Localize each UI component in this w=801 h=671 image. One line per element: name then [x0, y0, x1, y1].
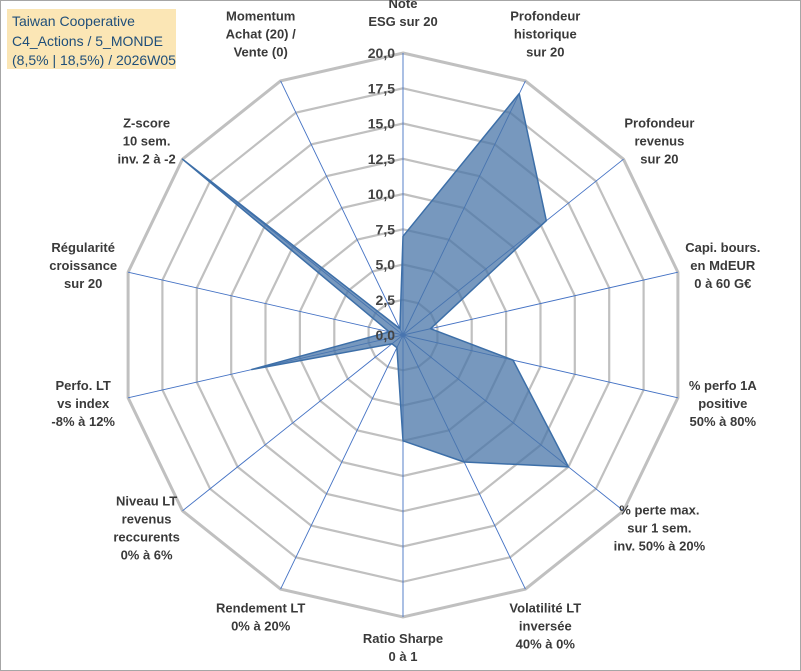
title-line-1: Taiwan Cooperative — [12, 13, 135, 29]
axis-label-7-line-1: 0 à 1 — [389, 649, 418, 664]
chart-title-box: Taiwan Cooperative C4_Actions / 5_MONDE … — [7, 9, 176, 69]
axis-label-0-line-0: Note — [389, 0, 418, 11]
tick-label-7: 17,5 — [368, 80, 395, 96]
axis-label-13: Momentum Achat (20) / Vente (0) — [226, 9, 296, 60]
tick-label-8: 20,0 — [368, 45, 395, 61]
axis-label-5: % perte max. sur 1 sem. inv. 50% à 20% — [614, 502, 706, 553]
axis-label-4-line-1: positive — [698, 396, 747, 411]
axis-label-12-line-1: 10 sem. — [123, 134, 171, 149]
axis-label-2: Profondeur revenus sur 20 — [624, 116, 694, 167]
axis-label-13-line-0: Momentum — [226, 9, 295, 24]
axis-label-1: Profondeur historique sur 20 — [510, 9, 580, 60]
title-line-3: (8,5% | 18,5%) / 2026W05 — [12, 52, 176, 68]
axis-label-8: Rendement LT 0% à 20% — [216, 600, 305, 633]
axis-label-6-line-1: inversée — [519, 618, 572, 633]
axis-label-5-line-2: inv. 50% à 20% — [614, 538, 706, 553]
axis-label-9-line-1: revenus — [122, 511, 172, 526]
axis-label-3-line-1: en MdEUR — [690, 258, 756, 273]
axis-label-1-line-0: Profondeur — [510, 9, 580, 24]
axis-label-11: Régularité croissance sur 20 — [49, 240, 117, 291]
axis-label-0: Note ESG sur 20 — [368, 0, 437, 29]
radar-series — [181, 92, 570, 468]
axis-label-2-line-2: sur 20 — [640, 152, 678, 167]
axis-label-4-line-2: 50% à 80% — [690, 414, 757, 429]
axis-label-13-line-1: Achat (20) / — [226, 27, 296, 42]
tick-label-6: 15,0 — [368, 116, 395, 132]
spoke-11 — [127, 271, 404, 336]
axis-label-7-line-0: Ratio Sharpe — [363, 631, 443, 646]
axis-label-4-line-0: % perfo 1A — [689, 378, 758, 393]
axis-label-9-line-3: 0% à 6% — [121, 547, 173, 562]
spoke-9 — [182, 334, 404, 512]
axis-label-6: Volatilité LT inversée 40% à 0% — [509, 600, 581, 651]
axis-label-8-line-0: Rendement LT — [216, 600, 305, 615]
spoke-8 — [280, 334, 404, 590]
axis-label-13-line-2: Vente (0) — [234, 45, 288, 60]
radar-axis-labels: Note ESG sur 20 Profondeur historique sur 20… — [49, 0, 760, 664]
axis-label-6-line-0: Volatilité LT — [509, 600, 581, 615]
axis-label-5-line-0: % perte max. — [619, 502, 699, 517]
axis-label-10: Perfo. LT vs index -8% à 12% — [51, 378, 115, 429]
axis-label-11-line-1: croissance — [49, 258, 117, 273]
axis-label-1-line-2: sur 20 — [526, 45, 564, 60]
axis-label-10-line-2: -8% à 12% — [51, 414, 115, 429]
axis-label-4: % perfo 1A positive 50% à 80% — [689, 378, 758, 429]
tick-label-5: 12,5 — [368, 151, 395, 167]
axis-label-1-line-1: historique — [514, 27, 577, 42]
axis-label-2-line-0: Profondeur — [624, 116, 694, 131]
axis-label-2-line-1: revenus — [634, 134, 684, 149]
axis-label-12-line-2: inv. 2 à -2 — [117, 152, 175, 167]
axis-label-9-line-0: Niveau LT — [116, 493, 177, 508]
radar-tick-labels: 0,0 2,5 5,0 7,5 10,0 12,5 15,0 17,5 20,0 — [368, 45, 395, 343]
axis-label-6-line-2: 40% à 0% — [516, 636, 576, 651]
spoke-3 — [402, 271, 679, 336]
axis-label-10-line-1: vs index — [57, 396, 110, 411]
tick-label-0: 0,0 — [376, 327, 396, 343]
title-line-2: C4_Actions / 5_MONDE — [12, 32, 163, 49]
axis-label-7: Ratio Sharpe 0 à 1 — [363, 631, 443, 664]
axis-label-11-line-0: Régularité — [51, 240, 115, 255]
axis-label-3: Capi. bours. en MdEUR 0 à 60 G€ — [685, 240, 760, 291]
axis-label-11-line-2: sur 20 — [64, 276, 102, 291]
axis-label-10-line-0: Perfo. LT — [56, 378, 111, 393]
axis-label-9-line-2: reccurents — [113, 529, 179, 544]
axis-label-8-line-1: 0% à 20% — [231, 618, 291, 633]
axis-label-5-line-1: sur 1 sem. — [627, 520, 691, 535]
axis-label-3-line-2: 0 à 60 G€ — [694, 276, 751, 291]
tick-label-3: 7,5 — [376, 221, 396, 237]
series-area — [181, 92, 570, 468]
tick-label-2: 5,0 — [376, 257, 396, 273]
spoke-13 — [280, 80, 404, 336]
tick-label-1: 2,5 — [376, 292, 396, 308]
tick-label-4: 10,0 — [368, 186, 395, 202]
axis-label-12-line-0: Z-score — [123, 116, 170, 131]
axis-label-0-line-1: ESG sur 20 — [368, 14, 437, 29]
axis-label-3-line-0: Capi. bours. — [685, 240, 760, 255]
axis-label-9: Niveau LT revenus reccurents 0% à 6% — [113, 493, 179, 562]
axis-label-12: Z-score 10 sem. inv. 2 à -2 — [117, 116, 175, 167]
